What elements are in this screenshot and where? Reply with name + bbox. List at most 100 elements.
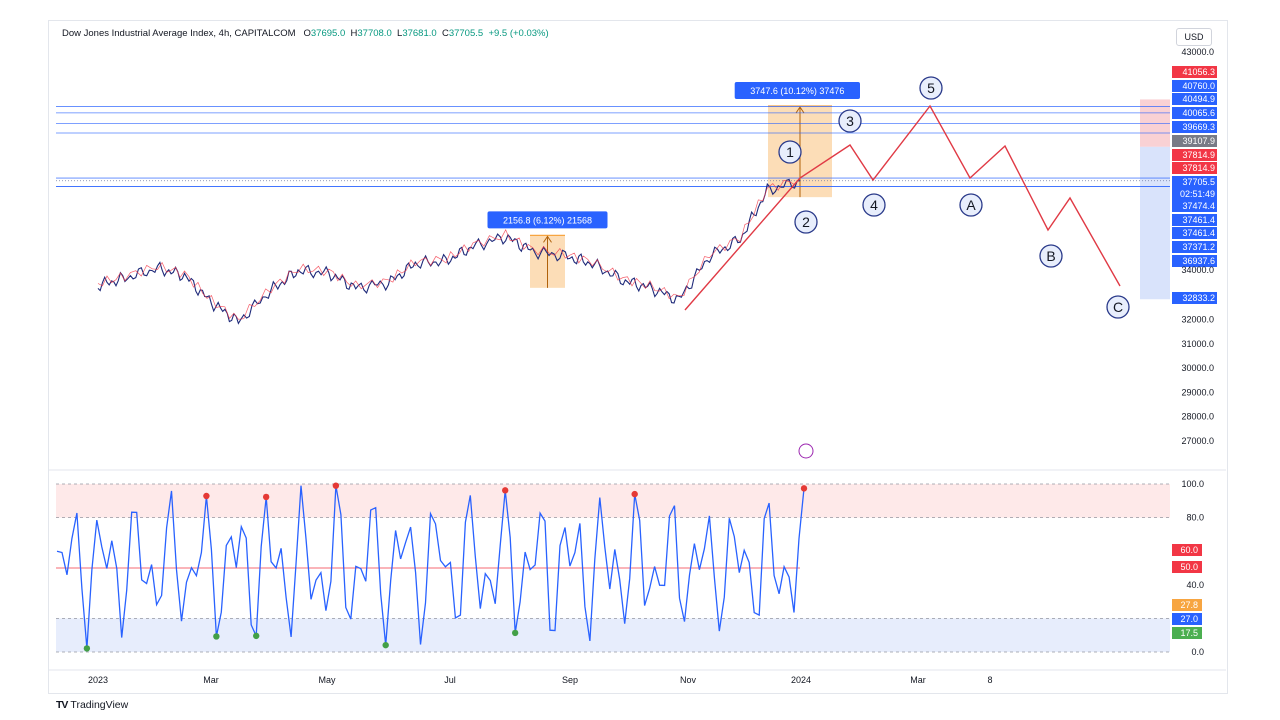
wave-label-circle <box>1039 244 1063 268</box>
osc-badge-label: 27.8 <box>1180 600 1198 610</box>
overbought-dot <box>800 485 808 492</box>
price-tag-label: 37814.9 <box>1182 150 1215 160</box>
close-value: 37705.5 <box>448 28 484 39</box>
price-tag-bg <box>1172 107 1217 119</box>
oversold-dot <box>253 632 260 640</box>
price-tag-label: 02:51:49 <box>1180 189 1215 199</box>
time-tick-label: Jul <box>444 675 456 685</box>
time-tick-label: 2024 <box>791 675 811 685</box>
overbought-band <box>56 484 1170 518</box>
price-tag-bg <box>1172 176 1217 188</box>
high-label: H <box>350 28 358 39</box>
price-tag-label: 41056.3 <box>1182 67 1215 77</box>
price-tag-bg <box>1172 255 1217 267</box>
osc-badge-label: 60.0 <box>1180 545 1198 555</box>
price-tag-bg <box>1172 162 1217 174</box>
overbought-dot <box>262 493 270 501</box>
price-tick-label: 34000.0 <box>1181 265 1214 275</box>
time-tick-label: Sep <box>562 675 578 685</box>
tradingview-logo[interactable]: TV TradingView <box>56 699 128 711</box>
price-tag-label: 40760.0 <box>1182 81 1215 91</box>
overbought-dot <box>631 490 638 498</box>
price-tick-label: 31000.0 <box>1181 339 1214 349</box>
wave-label: C <box>1113 299 1123 315</box>
price-tag-bg <box>1172 121 1217 133</box>
projection-zone-blue <box>1140 146 1170 300</box>
overbought-dot <box>332 482 340 489</box>
osc-badge-label: 50.0 <box>1180 562 1198 572</box>
time-tick-label: Nov <box>680 675 697 685</box>
wave-label: 5 <box>927 80 935 96</box>
currency-button[interactable]: USD <box>1176 28 1212 46</box>
wave-label-circle <box>919 76 943 100</box>
price-tag-bg <box>1172 241 1217 253</box>
price-tag-label: 37705.5 <box>1182 177 1215 187</box>
price-tick-label: 28000.0 <box>1181 412 1214 422</box>
wave-label: 2 <box>802 214 810 230</box>
time-tick-label: Mar <box>910 675 926 685</box>
price-tag-label: 37814.9 <box>1182 163 1215 173</box>
price-tag-label: 40494.9 <box>1182 94 1215 104</box>
price-tag-label: 37461.4 <box>1182 215 1215 225</box>
price-tag-bg <box>1172 66 1217 78</box>
open-value: 37695.0 <box>310 28 346 39</box>
tv-mark-icon: TV <box>56 699 68 711</box>
chart-legend-header: Dow Jones Industrial Average Index, 4h, … <box>62 28 549 39</box>
high-value: 37708.0 <box>357 28 392 39</box>
tradingview-brand-label: TradingView <box>70 699 129 711</box>
oversold-dot <box>382 641 389 649</box>
price-tag-label: 40065.6 <box>1182 108 1215 118</box>
price-tag-bg <box>1172 188 1217 200</box>
time-tick-label: 2023 <box>88 675 108 685</box>
wave-label-circle <box>794 210 818 234</box>
oversold-dot <box>83 645 91 652</box>
close-label: C <box>441 28 449 39</box>
price-tick-label: 43000.0 <box>1181 47 1214 57</box>
price-line-secondary <box>97 180 795 320</box>
price-tag-bg <box>1172 93 1217 105</box>
price-tag-bg <box>1172 200 1217 212</box>
measure-arrow-head <box>795 106 805 114</box>
osc-tick-label: 40.0 <box>1186 580 1204 590</box>
osc-badge-label: 27.0 <box>1180 614 1198 624</box>
time-tick-label: May <box>318 675 336 685</box>
wave-label: 4 <box>870 197 878 213</box>
overbought-dot <box>502 487 509 494</box>
measure-arrow-head <box>543 235 552 243</box>
price-tag-label: 37461.4 <box>1182 228 1215 238</box>
osc-badge-bg <box>1172 627 1202 639</box>
wave-label-circle <box>838 109 862 133</box>
measure-label-bg <box>487 211 608 229</box>
price-tick-label: 29000.0 <box>1181 387 1214 397</box>
price-tag-label: 37474.4 <box>1182 201 1215 211</box>
symbol-title[interactable]: Dow Jones Industrial Average Index, 4h, … <box>62 28 296 39</box>
measure-label: 3747.6 (10.12%) 37476 <box>750 86 844 96</box>
osc-badge-bg <box>1172 599 1202 611</box>
open-label: O <box>303 28 311 39</box>
time-tick-label: 8 <box>987 675 992 685</box>
price-tag-label: 36937.6 <box>1182 256 1215 266</box>
oversold-band <box>56 618 1170 652</box>
price-tag-bg <box>1172 292 1217 304</box>
price-tick-label: 30000.0 <box>1181 363 1214 373</box>
low-value: 37681.0 <box>402 28 437 39</box>
time-tick-label: Mar <box>203 675 219 685</box>
wave-label: A <box>966 197 976 213</box>
lightning-icon <box>798 443 814 459</box>
wave-label-circle <box>778 140 802 164</box>
wave-label-circle <box>959 193 983 217</box>
overbought-dot <box>203 492 210 500</box>
oversold-dot <box>213 633 220 640</box>
price-tag-bg <box>1172 149 1217 161</box>
osc-tick-label: 80.0 <box>1186 513 1204 523</box>
change-value: +9.5 (+0.03%) <box>488 28 549 39</box>
elliott-wave-path <box>684 104 1121 311</box>
price-tag-bg <box>1172 227 1217 239</box>
oversold-dot <box>511 629 519 637</box>
osc-tick-label: 100.0 <box>1181 479 1204 489</box>
oscillator-line <box>56 485 805 649</box>
chart-frame <box>48 20 1228 694</box>
price-tick-label: 32000.0 <box>1181 314 1214 324</box>
osc-tick-label: 0.0 <box>1191 647 1204 657</box>
